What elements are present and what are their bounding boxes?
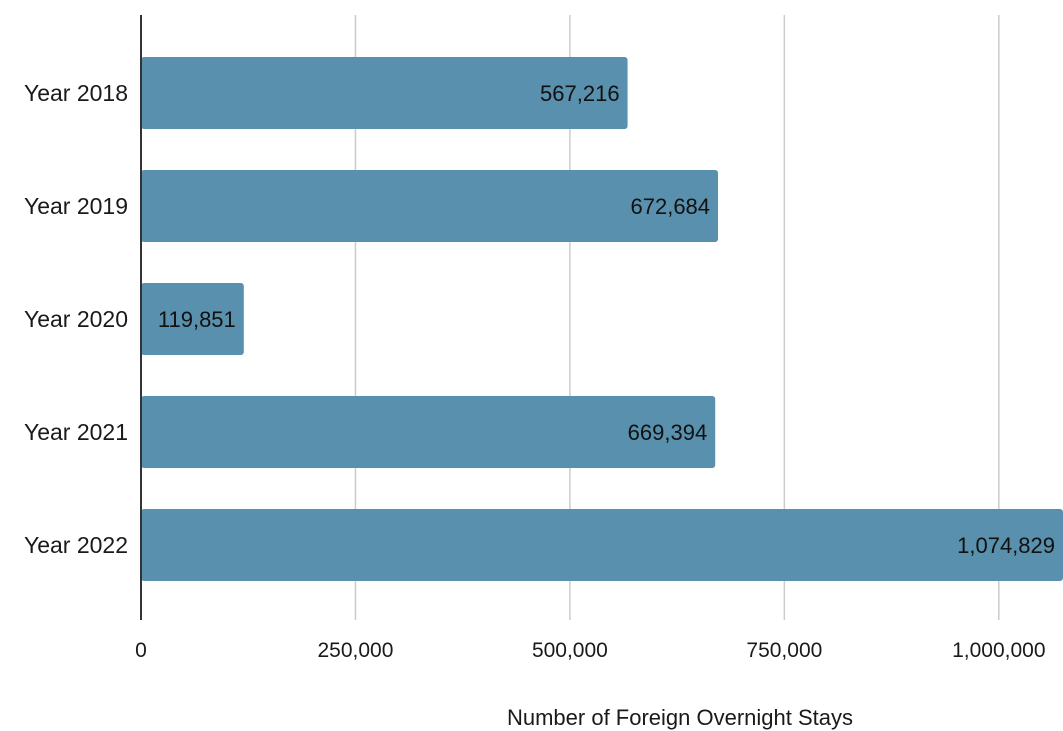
data-label: 119,851 [158, 307, 236, 332]
bar [141, 57, 628, 129]
x-tick-label: 750,000 [746, 639, 822, 662]
bar [141, 170, 719, 242]
bar [141, 396, 716, 468]
data-label: 567,216 [540, 81, 620, 106]
x-tick-label: 1,000,000 [952, 639, 1045, 662]
bars [141, 57, 1063, 581]
data-label: 669,394 [628, 420, 708, 445]
x-tick-label: 250,000 [317, 639, 393, 662]
bar [141, 283, 244, 355]
x-tick-label: 500,000 [532, 639, 608, 662]
bar [141, 509, 1063, 581]
x-axis-title: Number of Foreign Overnight Stays [507, 705, 853, 730]
category-label: Year 2018 [24, 80, 128, 106]
x-tick-labels: 0 250,000 500,000 750,000 1,000,000 [135, 639, 1045, 662]
data-labels: 567,216 672,684 119,851 669,394 1,074,829 [158, 81, 1055, 558]
category-label: Year 2022 [24, 532, 128, 558]
data-label: 1,074,829 [957, 533, 1055, 558]
category-label: Year 2021 [24, 419, 128, 445]
category-label: Year 2020 [24, 306, 128, 332]
category-label: Year 2019 [24, 193, 128, 219]
data-label: 672,684 [631, 194, 711, 219]
category-labels: Year 2018 Year 2019 Year 2020 Year 2021 Year… [24, 80, 128, 558]
x-tick-label: 0 [135, 639, 147, 662]
